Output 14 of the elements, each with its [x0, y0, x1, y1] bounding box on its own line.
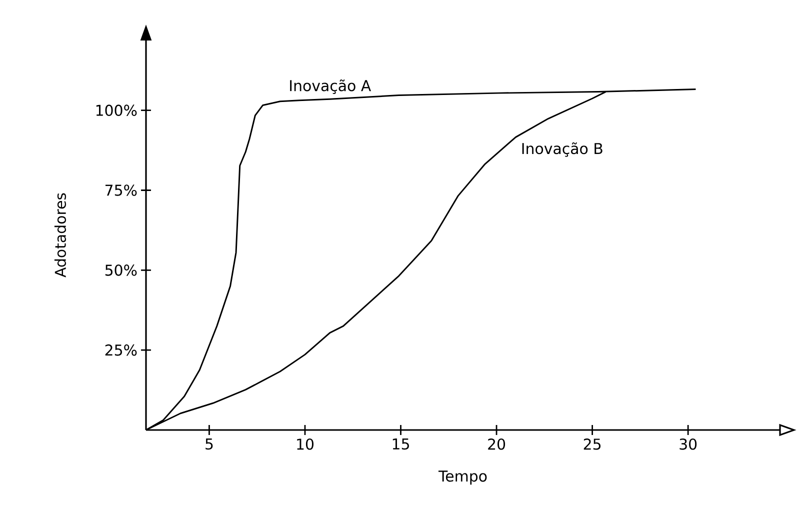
- y-tick-label: 25%: [105, 344, 137, 356]
- y-tick-label: 100%: [96, 104, 137, 116]
- x-axis-title: Tempo: [438, 470, 487, 485]
- y-axis-title: Adotadores: [54, 193, 66, 278]
- series-label: Inovação B: [522, 142, 602, 157]
- x-tick-label: 30: [680, 438, 697, 450]
- x-tick-label: 10: [297, 438, 314, 450]
- x-tick-label: 20: [488, 438, 506, 450]
- x-tick-label: 5: [206, 438, 213, 450]
- series-label: Inovação A: [290, 79, 372, 94]
- y-tick-label: 75%: [106, 184, 137, 196]
- y-tick-label: 50%: [105, 264, 137, 276]
- x-tick-label: 15: [392, 438, 409, 450]
- x-tick-label: 25: [584, 438, 600, 450]
